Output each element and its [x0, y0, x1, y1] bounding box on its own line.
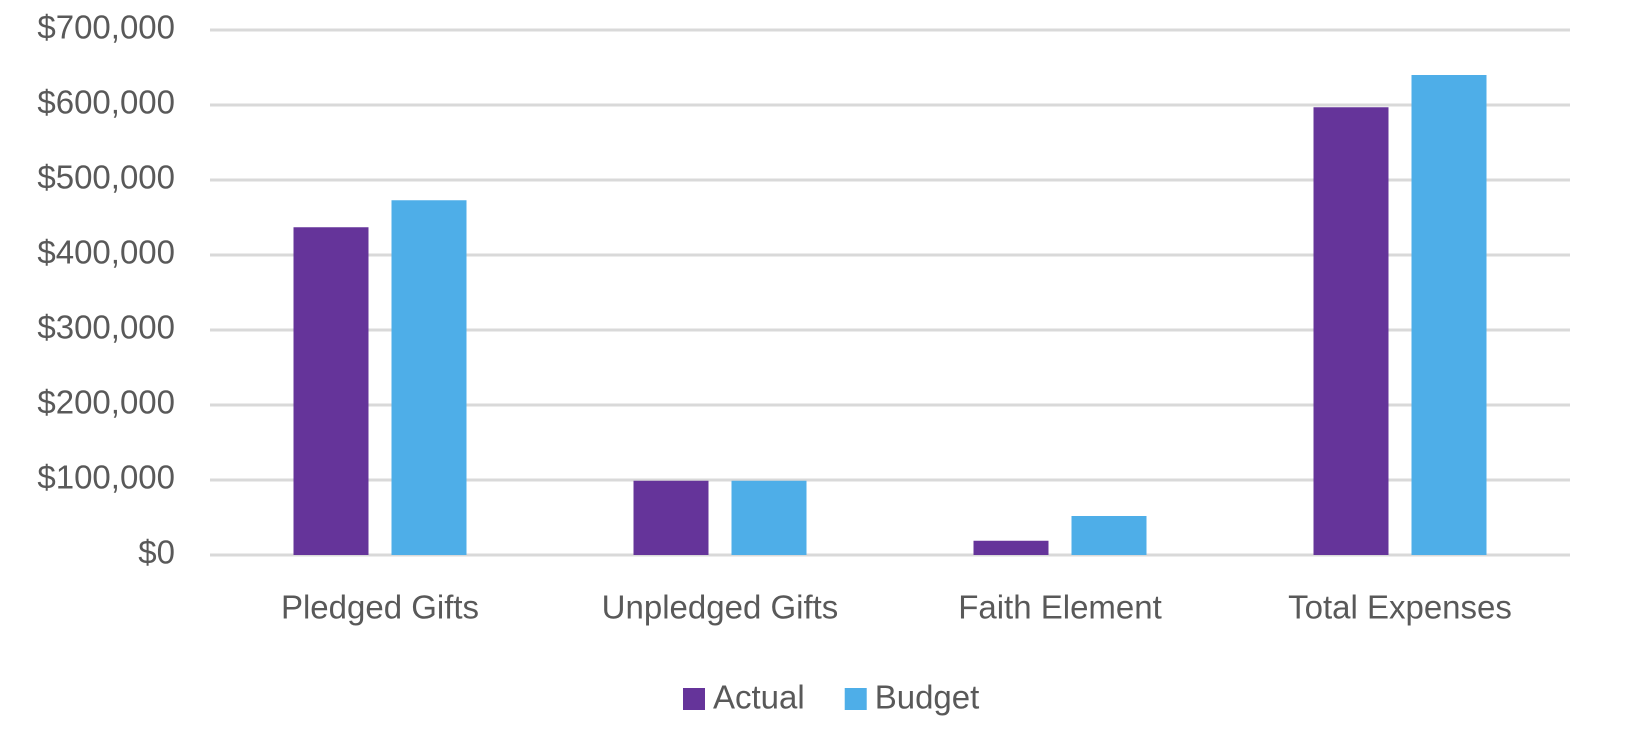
bar	[1411, 75, 1487, 555]
x-tick-label: Total Expenses	[1288, 589, 1512, 626]
y-tick-label: $300,000	[37, 309, 175, 346]
x-tick-label: Faith Element	[958, 589, 1162, 626]
y-tick-label: $100,000	[37, 459, 175, 496]
y-tick-label: $500,000	[37, 159, 175, 196]
y-tick-label: $0	[138, 534, 175, 571]
x-tick-label: Pledged Gifts	[281, 589, 479, 626]
bar	[1071, 516, 1147, 555]
bar	[633, 480, 709, 555]
x-tick-label: Unpledged Gifts	[602, 589, 839, 626]
y-tick-label: $600,000	[37, 84, 175, 121]
y-tick-label: $700,000	[37, 9, 175, 46]
legend-label: Actual	[713, 679, 805, 716]
legend-swatch	[683, 688, 705, 710]
legend-label: Budget	[875, 679, 980, 716]
bar	[391, 200, 467, 555]
legend-swatch	[844, 688, 867, 710]
y-tick-label: $200,000	[37, 384, 175, 421]
bar	[973, 540, 1049, 555]
bar	[731, 480, 807, 555]
y-tick-label: $400,000	[37, 234, 175, 271]
bar	[293, 227, 369, 555]
bar	[1313, 107, 1389, 555]
